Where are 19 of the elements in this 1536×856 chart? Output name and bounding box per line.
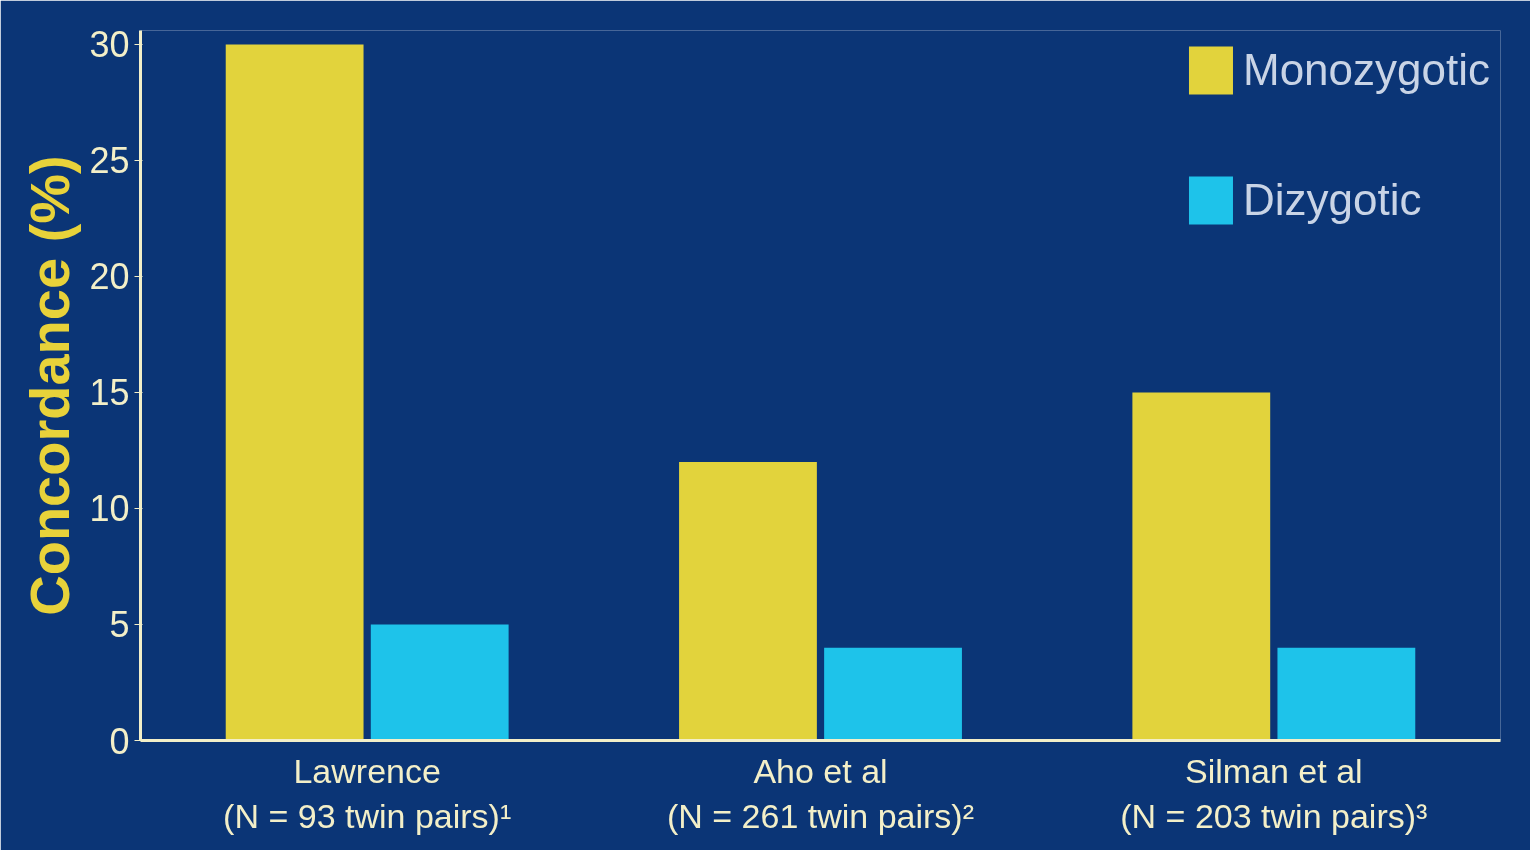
bar <box>824 647 962 741</box>
legend-label: Dizygotic <box>1242 175 1422 225</box>
y-tick-label: 25 <box>89 140 130 182</box>
legend-label: Monozygotic <box>1242 45 1490 95</box>
bar <box>370 624 509 741</box>
bar <box>679 462 817 741</box>
y-tick-label: 20 <box>89 256 130 298</box>
bar <box>225 44 364 741</box>
y-tick-label: 15 <box>89 372 130 414</box>
y-tick-label: 30 <box>89 24 130 66</box>
y-tick-label: 10 <box>89 488 130 530</box>
y-axis-title: Concordance (%) <box>18 155 82 616</box>
x-tick-label: Aho et al (N = 261 twin pairs)² <box>666 751 975 836</box>
x-tick-label: Lawrence (N = 93 twin pairs)¹ <box>223 751 512 836</box>
y-tick-label: 5 <box>109 604 130 646</box>
x-tick-label: Silman et al (N = 203 twin pairs)³ <box>1120 751 1428 836</box>
bar <box>1132 392 1271 741</box>
y-tick-label: 0 <box>109 720 130 762</box>
bar <box>1277 647 1416 741</box>
